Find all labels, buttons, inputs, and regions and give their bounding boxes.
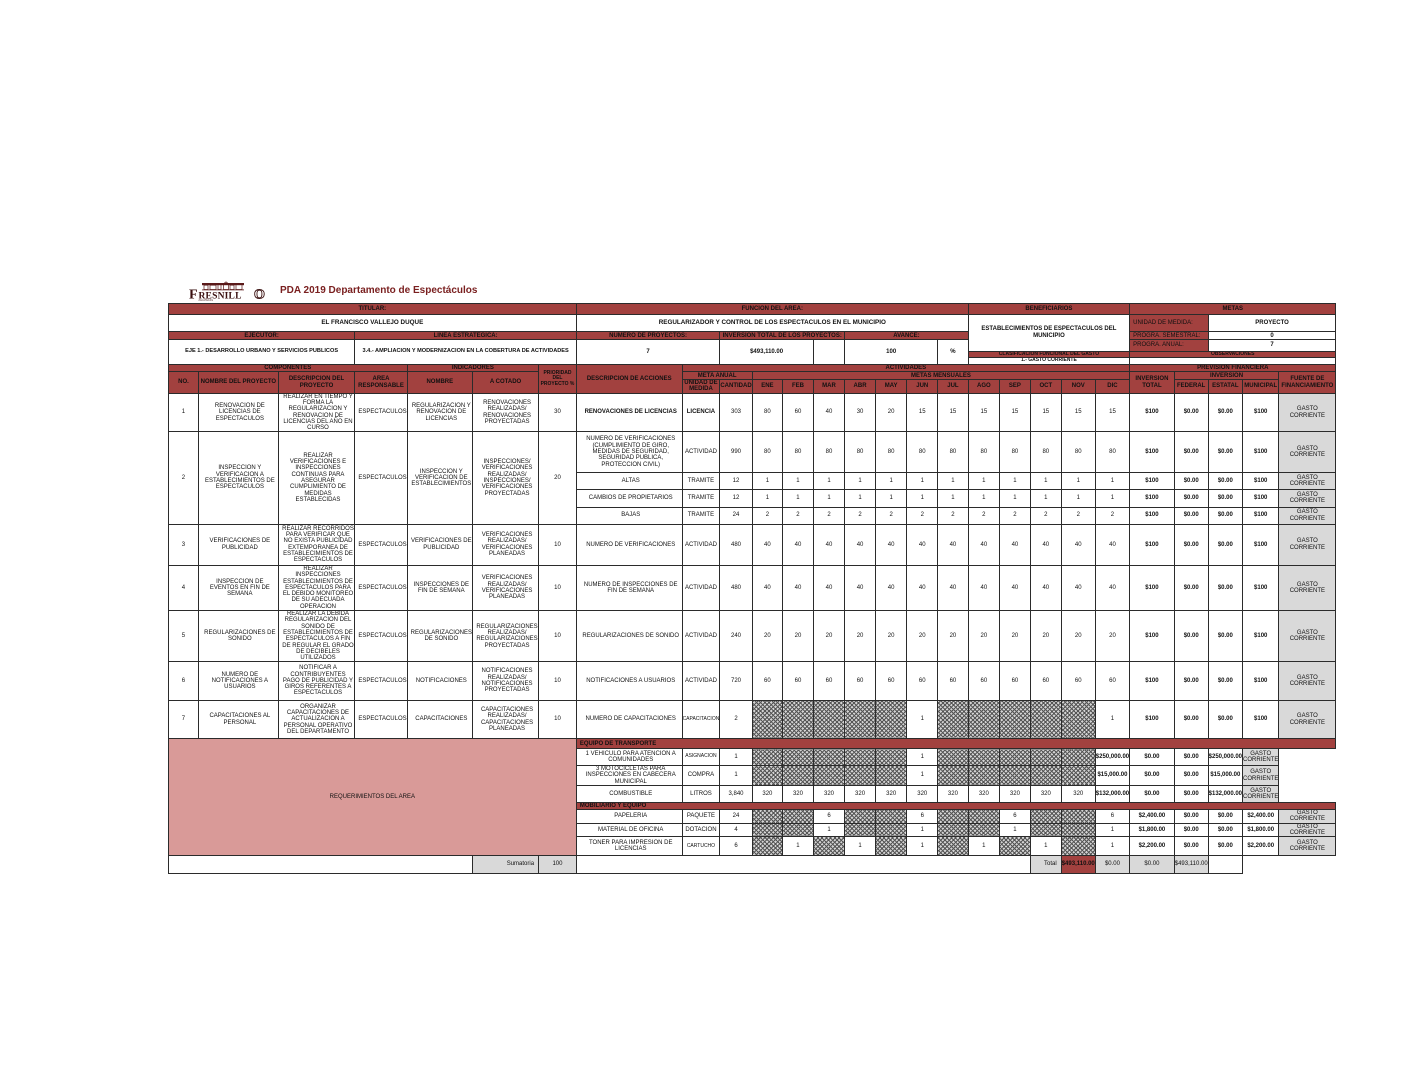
- svg-text:F: F: [189, 288, 198, 303]
- svg-text:ZACATECAS: ZACATECAS: [199, 299, 214, 302]
- svg-text:O: O: [254, 288, 265, 303]
